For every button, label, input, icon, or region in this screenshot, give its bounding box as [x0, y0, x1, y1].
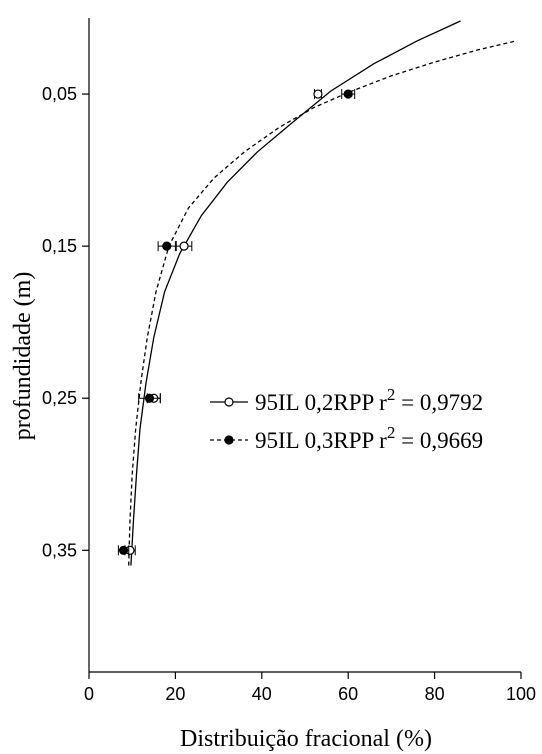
- data-point-series-2: [162, 241, 172, 251]
- x-tick-label: 20: [165, 684, 185, 704]
- y-tick-label: 0,15: [42, 236, 77, 256]
- legend-label: 95IL 0,2RPP r2 = 0,9792: [255, 385, 483, 415]
- y-tick-label: 0,25: [42, 388, 77, 408]
- x-tick-label: 60: [338, 684, 358, 704]
- axes: 0 20 40 60 80 100 0,05 0,15 0,25 0,35: [42, 18, 536, 704]
- legend: 95IL 0,2RPP r2 = 0,9792 95IL 0,3RPP r2 = …: [210, 385, 483, 453]
- x-tick-label: 100: [506, 684, 536, 704]
- x-tick-label: 0: [84, 684, 94, 704]
- data-point-series-2: [144, 393, 155, 403]
- x-tick-label: 40: [252, 684, 272, 704]
- legend-marker: [224, 397, 234, 407]
- legend-label: 95IL 0,3RPP r2 = 0,9669: [255, 423, 483, 453]
- y-axis-title: profundidade (m): [10, 272, 36, 441]
- data-points: [117, 89, 356, 556]
- data-point-series-1: [313, 89, 323, 99]
- fit-curve-series-2: [128, 40, 517, 566]
- x-tick-label: 80: [425, 684, 445, 704]
- data-point-series-2: [118, 545, 129, 555]
- fit-curves: [128, 20, 517, 566]
- data-point-series-2: [343, 89, 353, 99]
- fit-curve-series-1: [130, 20, 461, 566]
- y-tick-label: 0,05: [42, 84, 77, 104]
- legend-marker: [224, 435, 234, 445]
- data-point-series-1: [179, 241, 189, 251]
- y-tick-label: 0,35: [42, 540, 77, 560]
- x-axis-title: Distribuição fracional (%): [180, 726, 432, 752]
